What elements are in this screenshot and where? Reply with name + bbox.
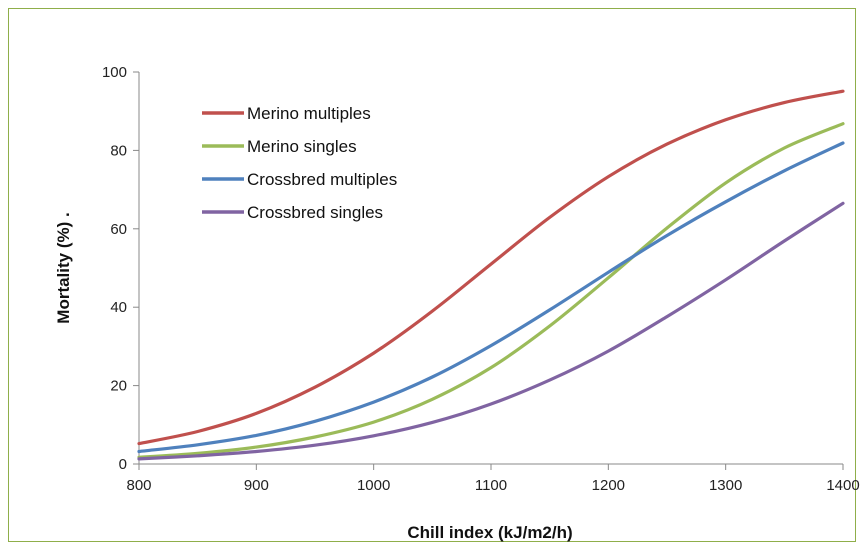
y-tick-label: 80: [110, 142, 127, 159]
chart-frame: [8, 8, 856, 542]
chart-legend: Merino multiples Merino singles Crossbred …: [202, 104, 397, 222]
series-line-merino-singles: [137, 122, 845, 459]
legend-label-crossbred-singles: Crossbred singles: [247, 203, 383, 222]
x-tick-label: 800: [126, 477, 151, 494]
x-tick-label: 1400: [826, 477, 859, 494]
chart-series-lines: [137, 89, 845, 461]
legend-label-merino-singles: Merino singles: [247, 137, 357, 156]
legend-label-crossbred-multiples: Crossbred multiples: [247, 170, 397, 189]
y-tick-label: 100: [102, 64, 127, 81]
x-axis-title: Chill index (kJ/m2/h): [407, 523, 572, 542]
series-line-crossbred-singles: [137, 201, 845, 461]
x-tick-label: 1200: [592, 477, 625, 494]
y-tick-label: 20: [110, 378, 127, 395]
series-line-merino-multiples: [137, 89, 845, 446]
x-tick-label: 1100: [475, 477, 507, 494]
x-tick-label: 900: [244, 477, 269, 494]
y-tick-label: 40: [110, 299, 127, 316]
chart-axes: 0 20 40 60 80 100 800 900 1000 1100 1200 1300 1400: [102, 64, 860, 494]
x-tick-label: 1300: [709, 477, 742, 494]
y-tick-label: 60: [110, 221, 127, 238]
x-tick-label: 1000: [357, 477, 390, 494]
y-tick-label: 0: [119, 456, 127, 473]
y-axis-title: Mortality (%) .: [54, 212, 73, 323]
series-line-crossbred-multiples: [137, 141, 845, 454]
legend-label-merino-multiples: Merino multiples: [247, 104, 371, 123]
